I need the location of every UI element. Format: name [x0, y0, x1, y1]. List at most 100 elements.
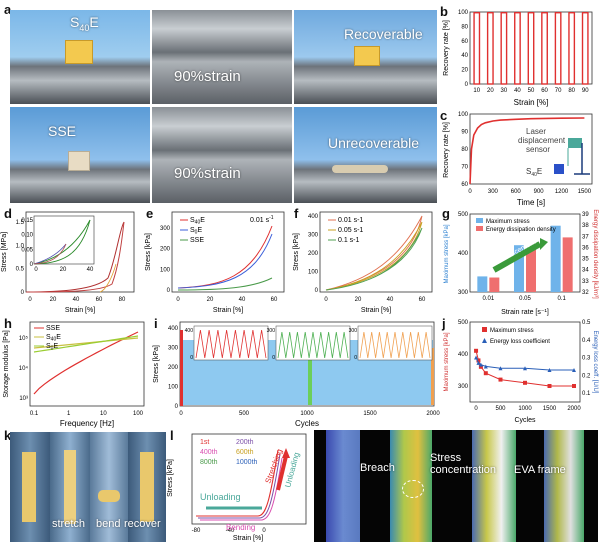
- d-inset-xtick: 0: [34, 267, 38, 273]
- j-right-ytick: 0.2: [582, 373, 591, 379]
- c-ytick: 100: [458, 112, 469, 118]
- c-xtick: 0: [468, 189, 472, 195]
- photo-label-sse: SSE: [48, 123, 77, 139]
- i-inset-ytick: 300: [267, 328, 276, 334]
- h-xtick: 0.1: [30, 411, 39, 417]
- c-xtick: 300: [488, 189, 499, 195]
- i-inset-2: [275, 325, 351, 361]
- e-rate-label: 0.01 s-1: [250, 215, 274, 224]
- d-inset-frame: [33, 215, 95, 265]
- m-label-stress-concentration: Stress concentration: [430, 452, 497, 476]
- g-bars: 0.01 0.05 0.1: [477, 225, 573, 302]
- h-xtick: 10: [100, 411, 107, 417]
- panel-k-label: k: [4, 428, 12, 443]
- f-ytick: 200: [308, 251, 319, 257]
- j-legend: Maximum stress Energy loss coefficient: [482, 327, 550, 345]
- e-legend-sse: SSE: [190, 237, 204, 244]
- m-stress-circle: [402, 480, 424, 498]
- photo-s40e-compressed: 90%strain: [152, 10, 292, 104]
- h-ylabel: Storage modulus [Pa]: [3, 330, 10, 397]
- d-ytick: 1.5: [16, 220, 25, 226]
- i-mid-cycles: [308, 358, 312, 405]
- i-inset-ytick: 300: [349, 328, 358, 334]
- i-ticks: 0 100 200 300 400 0 500 1000 1500 2000: [168, 326, 440, 417]
- b-bar: [581, 12, 589, 85]
- e-xtick: 60: [271, 297, 278, 303]
- d-inset-green: [33, 219, 91, 265]
- k-caption-stretch: stretch: [52, 518, 86, 530]
- photo-sse-initial: SSE: [10, 107, 150, 203]
- j-legend-max-stress: Maximum stress: [490, 328, 534, 334]
- m-label-breach: Breach: [360, 462, 395, 474]
- e-ylabel: Stress [kPa]: [145, 233, 152, 271]
- e-curve-s0e: [177, 233, 273, 289]
- g-ylabel-right: Energy dissipation density [kJ/m³]: [592, 209, 598, 299]
- l-stretching-arrow: [276, 455, 288, 491]
- flattened-sample: [332, 165, 388, 173]
- d-inset-ytick: 0.10: [21, 233, 33, 239]
- i-inset-1: [193, 325, 269, 361]
- j-stress-point: [474, 348, 479, 353]
- chart-g: 0.01 0.05 0.1 300 400 500 32 33 34 35 36 37 38 39 Ma…: [444, 209, 598, 316]
- i-inset-2-wave: [277, 331, 349, 359]
- m-strip-3: [472, 430, 516, 542]
- i-last-cycles: [431, 348, 434, 405]
- d-inset-ytick: 0: [30, 262, 34, 268]
- chart-b: 0 20 40 60 80 100 10 20 30 40 50 60 70 80 90 Recovery…: [443, 10, 593, 107]
- b-y-ticks: 0 20 40 60 80 100: [458, 10, 469, 88]
- g-right-ytick: 35: [582, 257, 589, 263]
- f-xtick: 0: [324, 297, 328, 303]
- panel-f-label: f: [294, 206, 299, 221]
- yellow-sample-block: [354, 46, 380, 66]
- d-inset-xtick: 40: [87, 267, 94, 273]
- f-ytick: 0: [315, 288, 319, 294]
- b-ytick: 100: [458, 10, 469, 16]
- l-curve-1st: [196, 449, 279, 517]
- photo-s40e-initial: S40E: [10, 10, 150, 104]
- j-stress-point: [476, 358, 481, 363]
- g-bar-energy: [489, 277, 500, 292]
- d-ticks: 0 0.5 1.0 1.5 0 20 40 60 80 0 0.05 0.10 0.15 0 20 40: [16, 218, 126, 303]
- g-left-ytick: 400: [458, 251, 469, 257]
- panel-i-label: i: [154, 316, 158, 331]
- f-legend-001: 0.01 s-1: [338, 217, 363, 224]
- d-axes-frame: [25, 211, 135, 293]
- f-axes-frame: [319, 211, 433, 293]
- d-xtick: 80: [119, 297, 126, 303]
- chart-d: 0 0.5 1.0 1.5 0 20 40 60 80 0 0.05 0.10 0.15 0 20 40 St…: [1, 211, 135, 314]
- e-ytick: 0: [167, 288, 171, 294]
- f-ytick: 400: [308, 214, 319, 220]
- b-xtick: 40: [514, 88, 521, 94]
- i-inset-ytick: 0: [354, 355, 357, 361]
- i-inset-3-wave: [359, 331, 431, 359]
- k-caption-recover: recover: [124, 518, 161, 530]
- d-inset-ytick: 0.05: [21, 247, 33, 253]
- e-legend-s0e: S0E: [190, 227, 202, 236]
- h-ticks: 10³ 10⁴ 10⁵ 0.1 1 10 100: [19, 335, 144, 417]
- e-ytick: 100: [160, 267, 171, 273]
- b-xlabel: Strain [%]: [514, 98, 549, 107]
- i-xtick: 1000: [300, 411, 314, 417]
- chart-i: 0 100 200 300 400 0 500 1000 1500 2000 400 0 300 0 30…: [153, 321, 440, 428]
- j-loss-point: [476, 360, 481, 365]
- e-legend: S40E S0E SSE: [180, 217, 205, 244]
- b-bars: 10 20 30 40 50 60 70 80 90: [473, 12, 589, 94]
- photo-label-recoverable: Recoverable: [344, 26, 423, 42]
- f-ylabel: Stress [kPa]: [293, 233, 300, 271]
- j-stress-point: [498, 377, 503, 382]
- g-left-ytick: 500: [458, 212, 469, 218]
- i-ytick: 400: [168, 326, 179, 332]
- d-inset-green-unload: [33, 219, 91, 265]
- l-stretch-arrowhead: [282, 448, 290, 458]
- c-ytick: 60: [461, 182, 468, 188]
- l-xtick: -80: [192, 528, 201, 534]
- f-xtick: 40: [387, 297, 394, 303]
- g-right-ytick: 37: [582, 234, 589, 240]
- h-legend: SSE S40E S0E: [34, 325, 61, 352]
- b-bar: [541, 12, 548, 85]
- i-inset-ticks: 400 0 300 0 300 0: [185, 328, 358, 361]
- d-xtick: 20: [50, 297, 57, 303]
- chart-f: 0 100 200 300 400 0 20 40 60 0.01 s-1 0.05 s-1 0…: [293, 211, 433, 314]
- c-ytick: 80: [461, 147, 468, 153]
- i-xtick: 0: [179, 411, 183, 417]
